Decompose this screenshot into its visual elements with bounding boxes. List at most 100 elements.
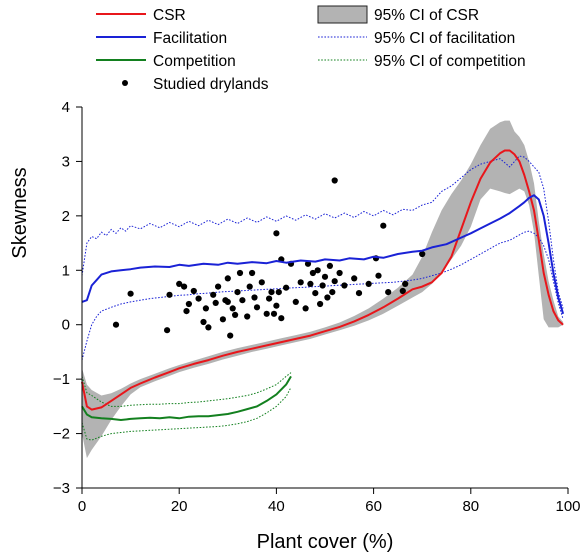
data-point-15 <box>212 299 219 306</box>
data-point-32 <box>258 279 265 286</box>
y-tick-label-2: −1 <box>53 371 70 388</box>
series-line-csr <box>81 149 564 411</box>
data-point-24 <box>234 289 241 296</box>
data-point-5 <box>176 280 183 287</box>
data-point-57 <box>329 289 336 296</box>
x-tick-label-1: 20 <box>171 498 188 515</box>
y-tick-label-1: −2 <box>53 426 70 443</box>
data-point-53 <box>319 282 326 289</box>
data-point-7 <box>183 308 190 315</box>
data-point-64 <box>365 280 372 287</box>
data-point-10 <box>195 295 202 302</box>
data-point-16 <box>215 283 222 290</box>
series-ci-line-1 <box>81 155 564 309</box>
ci-dotted-lines-layer <box>81 155 564 441</box>
data-point-56 <box>326 262 333 269</box>
series-csr-ci-band <box>82 120 564 459</box>
data-point-47 <box>304 260 312 267</box>
x-tick-label-3: 60 <box>365 498 382 515</box>
series-ci-line-2 <box>81 230 564 361</box>
series-ci-line-4 <box>81 387 292 441</box>
legend-label-1: Facilitation <box>153 30 227 47</box>
data-point-19 <box>224 275 231 282</box>
data-point-20 <box>224 298 231 305</box>
data-point-52 <box>317 300 324 308</box>
legend-label-5: 95% CI of facilitation <box>374 30 515 47</box>
data-point-38 <box>273 302 280 309</box>
y-tick-label-6: 3 <box>62 153 70 170</box>
x-tick-label-2: 40 <box>268 498 285 515</box>
scatter-points-layer <box>112 177 426 339</box>
data-point-39 <box>275 289 282 296</box>
data-point-37 <box>273 230 280 237</box>
data-point-62 <box>351 275 358 282</box>
data-point-28 <box>246 283 253 290</box>
data-point-1 <box>112 321 120 328</box>
data-point-25 <box>236 269 244 277</box>
y-tick-label-3: 0 <box>62 317 70 334</box>
plot-area <box>81 120 565 459</box>
data-point-60 <box>336 269 343 277</box>
y-tick-label-7: 4 <box>62 99 70 116</box>
data-point-13 <box>205 324 212 331</box>
series-line-facilitation <box>81 194 565 315</box>
data-point-68 <box>385 289 392 296</box>
legend-label-2: Competition <box>153 53 236 70</box>
data-point-3 <box>164 327 171 334</box>
data-point-27 <box>244 313 251 320</box>
data-point-50 <box>312 290 319 297</box>
legend: CSR Facilitation Competition Studied drylan… <box>96 5 526 93</box>
data-point-30 <box>251 294 258 301</box>
data-point-8 <box>185 300 192 308</box>
data-point-70 <box>402 280 409 287</box>
data-point-67 <box>380 222 387 229</box>
data-point-17 <box>219 316 226 323</box>
data-point-59 <box>331 278 338 285</box>
data-point-36 <box>270 310 278 317</box>
data-point-63 <box>355 290 363 297</box>
main-lines-layer <box>81 149 565 421</box>
data-point-58 <box>331 177 338 184</box>
legend-label-0: CSR <box>153 7 186 24</box>
data-point-46 <box>302 305 309 312</box>
csr-ci-band-layer <box>82 120 564 459</box>
y-tick-label-0: −3 <box>53 480 70 497</box>
data-point-9 <box>190 287 197 295</box>
data-point-2 <box>127 290 134 297</box>
series-ci-line-3 <box>81 372 292 407</box>
data-point-14 <box>210 291 217 298</box>
data-point-54 <box>321 273 329 280</box>
data-point-12 <box>202 305 209 312</box>
data-point-66 <box>375 272 382 279</box>
x-tick-label-4: 80 <box>462 498 479 515</box>
axes: 0 20 40 60 80 100 −3 −2 −1 0 1 2 3 4 <box>53 99 581 515</box>
data-point-31 <box>253 304 261 311</box>
legend-symbol-3 <box>122 80 128 86</box>
series-line-competition <box>81 375 292 421</box>
data-point-48 <box>307 280 314 287</box>
data-point-69 <box>399 287 406 295</box>
legend-label-3: Studied drylands <box>153 76 269 93</box>
data-point-44 <box>292 298 299 305</box>
legend-label-6: 95% CI of competition <box>374 53 526 70</box>
data-point-51 <box>314 267 321 274</box>
x-axis-label: Plant cover (%) <box>257 531 394 553</box>
data-point-26 <box>239 297 246 304</box>
data-point-11 <box>200 318 207 326</box>
legend-label-4: 95% CI of CSR <box>374 7 479 24</box>
data-point-61 <box>341 282 348 289</box>
data-point-55 <box>324 294 331 301</box>
data-point-71 <box>419 250 426 258</box>
data-point-4 <box>166 291 173 298</box>
data-point-29 <box>249 269 256 277</box>
data-point-49 <box>309 269 316 277</box>
data-point-42 <box>283 284 290 291</box>
x-tick-label-0: 0 <box>78 498 86 515</box>
data-point-33 <box>263 310 270 317</box>
data-point-34 <box>266 295 273 302</box>
data-point-21 <box>227 332 234 339</box>
y-axis-label: Skewness <box>9 167 31 258</box>
data-point-23 <box>232 311 239 318</box>
x-tick-label-5: 100 <box>555 498 580 515</box>
